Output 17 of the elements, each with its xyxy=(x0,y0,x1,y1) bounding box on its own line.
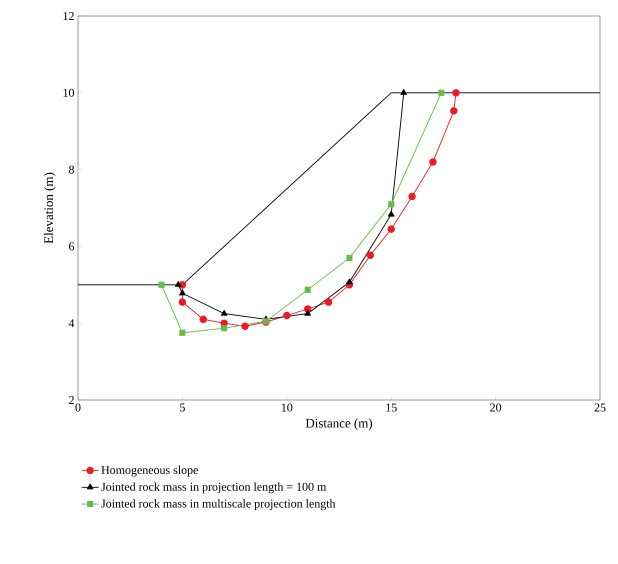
y-tick-label: 8 xyxy=(68,166,74,174)
y-tick-label: 2 xyxy=(69,396,74,404)
x-tick-label: 15 xyxy=(386,404,397,412)
x-tick-label: 20 xyxy=(490,404,502,412)
y-tick-label: 6 xyxy=(69,242,74,250)
legend-label: Jointed rock mass in multiscale projection length xyxy=(101,499,336,510)
x-axis-title: Distance (m) xyxy=(306,418,372,430)
x-tick-label: 5 xyxy=(180,404,185,412)
y-axis-title: Elevation (m) xyxy=(44,172,56,244)
legend-label: Jointed rock mass in projection length = 100 m xyxy=(101,482,326,494)
y-tick-label: 4 xyxy=(68,319,74,328)
x-tick-label: 10 xyxy=(282,404,292,412)
x-tick-label: 25 xyxy=(594,404,606,412)
legend-label: Homogeneous slope xyxy=(101,466,198,477)
y-tick-label: 10 xyxy=(64,88,74,97)
x-tick-label: 0 xyxy=(75,404,81,412)
y-tick-label: 12 xyxy=(64,12,74,20)
